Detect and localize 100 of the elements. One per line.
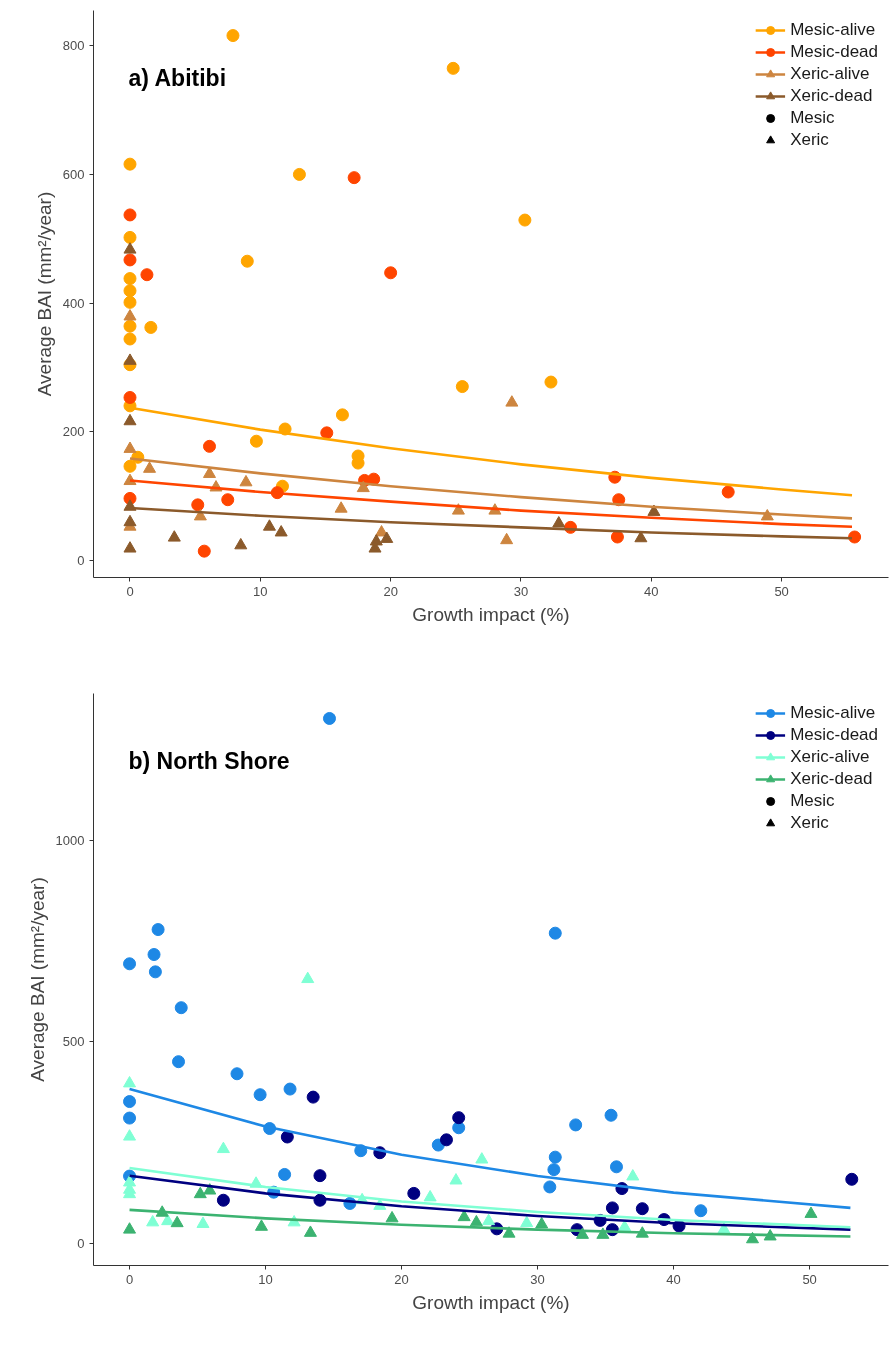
point: [239, 474, 253, 487]
x-tick-label: 50: [774, 583, 789, 599]
point: [230, 1067, 244, 1081]
point: [548, 926, 562, 940]
point: [123, 284, 137, 298]
x-tick-label: 40: [666, 1271, 681, 1287]
point: [439, 1133, 453, 1147]
point: [123, 253, 137, 267]
point: [146, 1214, 160, 1227]
point: [148, 965, 162, 979]
point: [196, 1216, 210, 1228]
point: [694, 1204, 708, 1218]
legend-label: Xeric-alive: [790, 64, 870, 84]
point: [334, 501, 348, 513]
point: [254, 1219, 268, 1231]
point: [151, 923, 165, 937]
x-tick-label: 10: [258, 1271, 273, 1287]
point: [123, 319, 137, 333]
point: [240, 254, 254, 268]
point: [457, 1209, 471, 1222]
point: [123, 1095, 137, 1109]
legend-label: Xeric: [790, 813, 829, 833]
point: [407, 1186, 421, 1200]
y-axis-title: Average BAI (mm²/year): [26, 877, 48, 1082]
point: [763, 1229, 777, 1241]
y-tick-label: 1000: [55, 833, 85, 849]
point: [278, 1167, 292, 1181]
point: [369, 534, 383, 546]
point: [385, 1210, 399, 1223]
point: [552, 516, 566, 528]
y-tick-label: 600: [62, 166, 85, 182]
x-tick-label: 30: [530, 1271, 545, 1287]
point: [123, 1129, 137, 1141]
y-tick-label: 400: [62, 295, 85, 311]
point: [455, 380, 469, 394]
point: [569, 1118, 583, 1132]
legend-label: Mesic: [790, 108, 835, 128]
point: [197, 544, 211, 558]
x-tick-label: 10: [253, 583, 268, 599]
text: a) Abitibi: [128, 64, 227, 91]
point: [502, 1226, 516, 1238]
point: [123, 541, 137, 553]
point: [123, 309, 137, 321]
point: [262, 519, 276, 531]
point: [123, 332, 137, 346]
point: [123, 1111, 137, 1125]
point: [635, 1202, 649, 1216]
point: [610, 530, 624, 544]
point: [335, 408, 349, 422]
point: [535, 1216, 549, 1229]
legend-label: Mesic: [790, 791, 835, 811]
point: [253, 1088, 267, 1102]
x-axis-title: Growth impact (%): [412, 1291, 570, 1313]
point: [575, 1227, 589, 1239]
point: [303, 1225, 317, 1237]
x-tick-label: 40: [644, 583, 659, 599]
x-tick-label: 0: [125, 1271, 134, 1287]
y-tick-label: 800: [62, 38, 85, 54]
point: [174, 1001, 188, 1015]
point: [221, 493, 235, 507]
point: [604, 1108, 618, 1122]
point: [123, 208, 137, 222]
point: [123, 441, 137, 453]
point: [721, 485, 735, 499]
point: [123, 353, 137, 365]
point: [161, 1213, 175, 1226]
point: [423, 1190, 437, 1202]
x-tick-label: 20: [383, 583, 398, 599]
point: [123, 1076, 137, 1088]
point: [234, 537, 248, 550]
x-tick-label: 0: [126, 583, 134, 599]
point: [347, 171, 361, 185]
point: [469, 1214, 483, 1227]
text: b) North Shore: [128, 747, 290, 774]
point: [123, 242, 137, 254]
point: [449, 1173, 463, 1185]
point: [123, 391, 137, 404]
point: [618, 1219, 632, 1232]
y-tick-label: 200: [62, 424, 85, 440]
legend-label: Mesic-dead: [790, 42, 878, 62]
point: [123, 272, 137, 286]
point: [452, 1111, 466, 1125]
point: [845, 1172, 859, 1186]
y-tick-label: 0: [77, 1235, 85, 1251]
x-tick-label: 50: [802, 1271, 817, 1287]
point: [301, 971, 315, 984]
point: [123, 957, 137, 971]
point: [320, 426, 334, 440]
point: [518, 213, 532, 227]
point: [647, 504, 661, 516]
point: [384, 266, 398, 280]
point: [202, 439, 216, 453]
legend-label: Xeric-alive: [790, 747, 870, 767]
legend-label: Xeric-dead: [790, 769, 873, 789]
point: [609, 1160, 623, 1174]
point: [380, 531, 394, 543]
point: [605, 1201, 619, 1215]
point: [520, 1215, 534, 1228]
point: [191, 498, 205, 512]
point: [123, 295, 137, 309]
